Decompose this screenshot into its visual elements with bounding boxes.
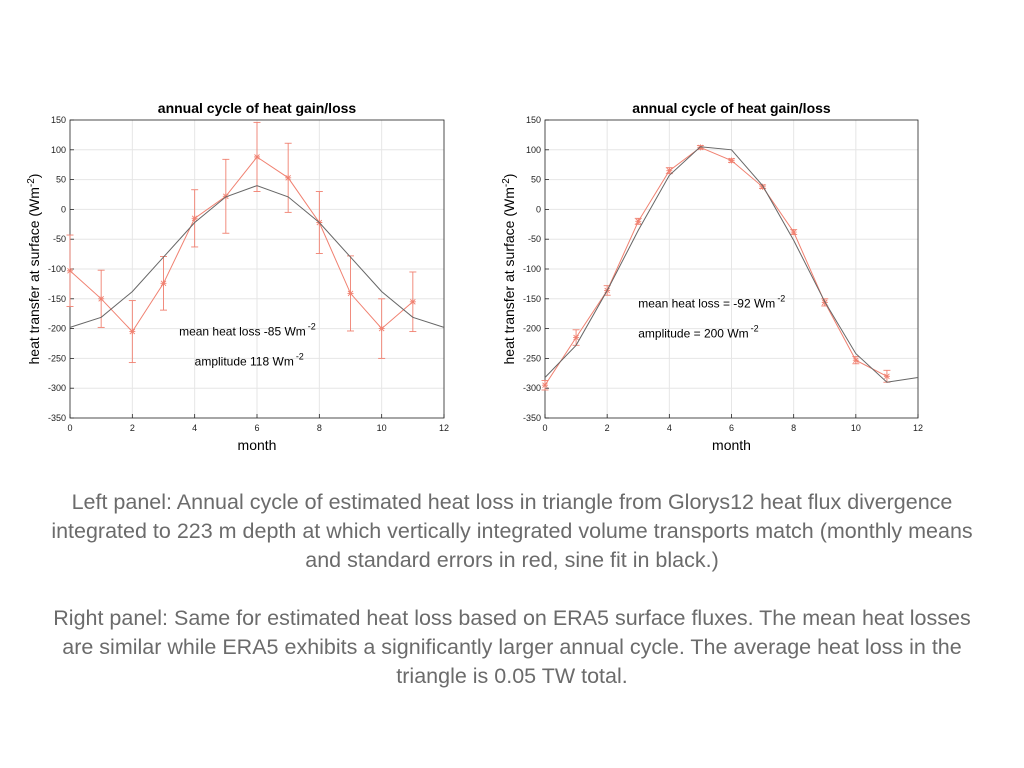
y-tick-label: 100 [526, 145, 541, 155]
data-point-marker [67, 267, 73, 274]
annotation-text: mean heat loss -85 Wm -2 [179, 322, 316, 339]
series-line [544, 146, 919, 383]
x-tick-label: 4 [192, 423, 197, 433]
data-point-marker [254, 153, 260, 160]
y-tick-label: 150 [526, 115, 541, 125]
x-tick-label: 8 [791, 423, 796, 433]
y-tick-label: -350 [523, 413, 541, 423]
series-monthly-means [541, 144, 891, 391]
y-tick-label: -100 [48, 264, 66, 274]
y-tick-label: -50 [53, 234, 66, 244]
x-tick-label: 10 [851, 423, 861, 433]
annotation-text: amplitude = 200 Wm -2 [638, 323, 758, 340]
x-tick-label: 2 [605, 423, 610, 433]
x-tick-label: 2 [130, 423, 135, 433]
data-point-marker [852, 357, 859, 364]
y-tick-label: -100 [523, 264, 541, 274]
y-tick-label: -50 [528, 234, 541, 244]
data-point-marker [160, 280, 167, 287]
y-axis-label: heat transfer at surface (Wm-2) [26, 174, 42, 365]
data-point-marker [790, 229, 797, 236]
x-tick-label: 4 [667, 423, 672, 433]
x-tick-label: 8 [317, 423, 322, 433]
y-tick-label: -200 [523, 324, 541, 334]
x-tick-label: 0 [67, 423, 72, 433]
series-sine-fit [544, 146, 919, 383]
data-point-marker [759, 183, 766, 190]
data-point-marker [542, 382, 548, 389]
annotation-text: amplitude 118 Wm -2 [195, 351, 304, 368]
series-line [544, 146, 888, 386]
y-tick-label: 50 [56, 175, 66, 185]
series-monthly-means [66, 121, 417, 364]
series-sine-fit [69, 185, 445, 328]
charts-area: 0 2 4 6 8 10 12 -350 -300 -250 -200 -150 -100 -50 0 50 1… [26, 100, 923, 453]
data-point-marker [409, 298, 416, 305]
data-point-marker [378, 325, 385, 332]
chart-title: annual cycle of heat gain/loss [158, 100, 357, 116]
y-tick-label: -150 [48, 294, 66, 304]
y-tick-label: 0 [61, 204, 66, 214]
data-point-marker [222, 193, 229, 200]
caption-left-panel: Left panel: Annual cycle of estimated he… [51, 490, 973, 572]
series-line [69, 185, 445, 328]
y-tick-label: 100 [51, 145, 66, 155]
y-tick-label: -350 [48, 413, 66, 423]
x-tick-label: 0 [542, 423, 547, 433]
data-point-marker [347, 290, 354, 297]
data-point-marker [728, 157, 735, 164]
data-point-marker [573, 334, 580, 341]
chart-panel-left: 0 2 4 6 8 10 12 -350 -300 -250 -200 -150 -100 -50 0 50 1… [26, 100, 449, 453]
caption: Left panel: Annual cycle of estimated he… [40, 488, 984, 691]
annotation-text: mean heat loss = -92 Wm -2 [638, 294, 785, 311]
y-tick-label: -150 [523, 294, 541, 304]
y-tick-label: 0 [536, 204, 541, 214]
data-point-marker [191, 215, 198, 222]
data-point-marker [129, 328, 136, 335]
y-tick-label: -300 [523, 383, 541, 393]
data-point-marker [666, 167, 673, 174]
y-tick-label: -200 [48, 324, 66, 334]
y-tick-label: -300 [48, 383, 66, 393]
chart-panel-right: 0 2 4 6 8 10 12 -350 -300 -250 -200 -150 -100 -50 0 50 1… [501, 100, 923, 453]
y-tick-label: 50 [531, 175, 541, 185]
x-tick-label: 10 [377, 423, 387, 433]
data-point-marker [98, 295, 105, 302]
y-tick-label: -250 [48, 353, 66, 363]
x-tick-label: 12 [439, 423, 449, 433]
x-tick-label: 6 [729, 423, 734, 433]
y-tick-label: -250 [523, 353, 541, 363]
y-axis-label: heat transfer at surface (Wm-2) [501, 174, 517, 365]
data-point-marker [635, 218, 642, 225]
x-tick-label: 12 [913, 423, 923, 433]
chart-title: annual cycle of heat gain/loss [632, 100, 831, 116]
data-point-marker [883, 373, 890, 380]
caption-right-panel: Right panel: Same for estimated heat los… [53, 606, 971, 688]
series-line [69, 156, 414, 333]
x-tick-label: 6 [254, 423, 259, 433]
x-axis-label: month [238, 437, 277, 453]
x-axis-label: month [712, 437, 751, 453]
y-tick-label: 150 [51, 115, 66, 125]
data-point-marker [285, 174, 292, 181]
